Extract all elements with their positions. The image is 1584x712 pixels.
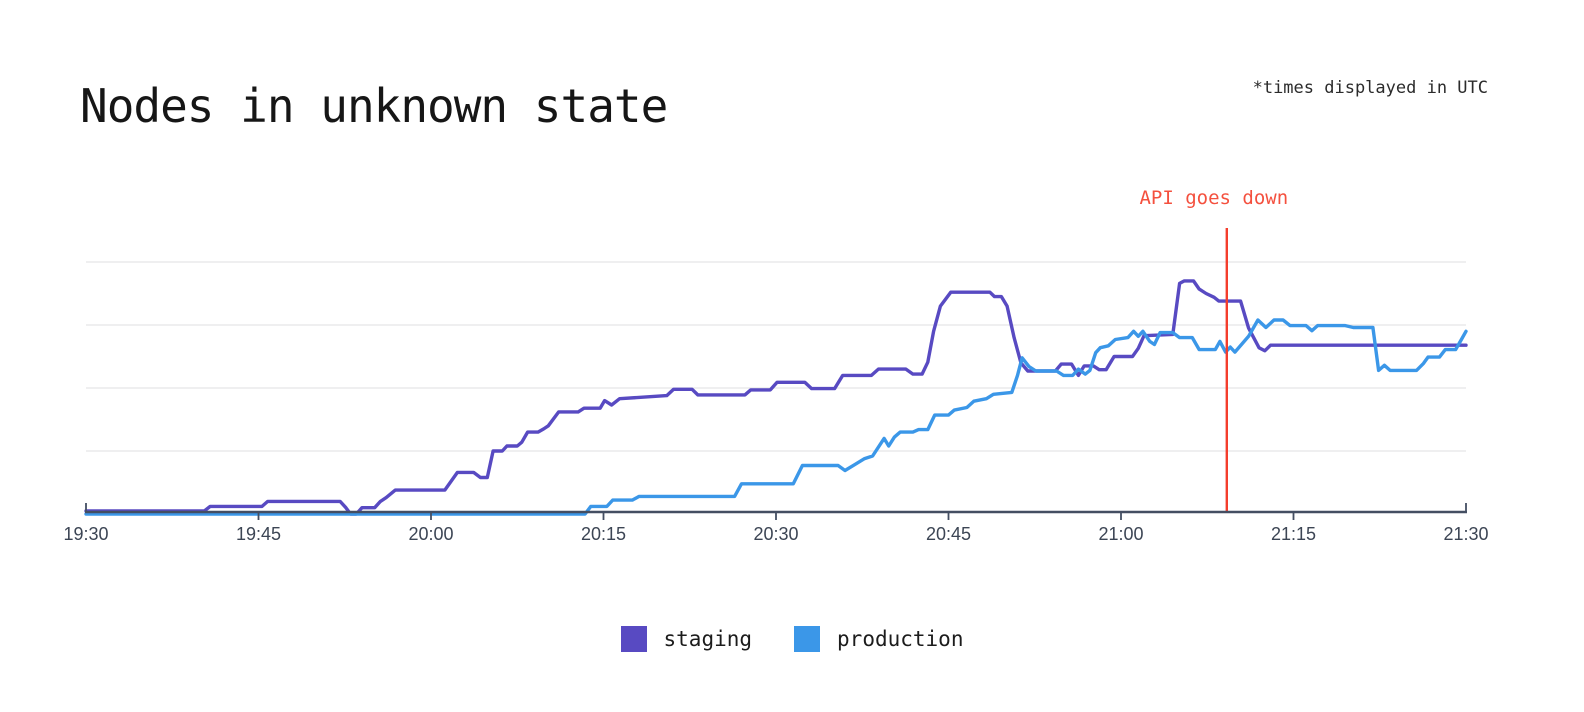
x-tick-label: 20:15 [580,524,627,544]
page-title: Nodes in unknown state [80,78,668,133]
x-tick-label: 21:15 [1270,524,1317,544]
x-tick-label: 20:00 [408,524,454,544]
x-tick-label: 19:45 [235,524,282,544]
legend-item-production[interactable]: production [794,626,963,652]
series-line-production [84,318,1468,516]
series-lines [84,279,1468,516]
x-tick-label: 21:00 [1098,524,1144,544]
legend-swatch-staging [620,626,647,652]
x-tick-label: 20:45 [925,524,972,544]
gridlines [86,261,1466,452]
x-tick-label: 21:30 [1443,524,1489,544]
legend-swatch-production [794,626,821,652]
legend-label: production [837,627,964,651]
x-axis [85,503,1467,520]
series-line-staging [84,279,1468,516]
legend-item-staging[interactable]: staging [620,626,753,652]
x-tick-label: 20:30 [753,524,799,544]
utc-note: *times displayed in UTC [1252,78,1488,98]
annotation-label: API goes down [1139,187,1289,209]
legend: staging production [0,626,1584,652]
x-tick-label: 19:30 [63,524,109,544]
legend-label: staging [663,627,753,651]
